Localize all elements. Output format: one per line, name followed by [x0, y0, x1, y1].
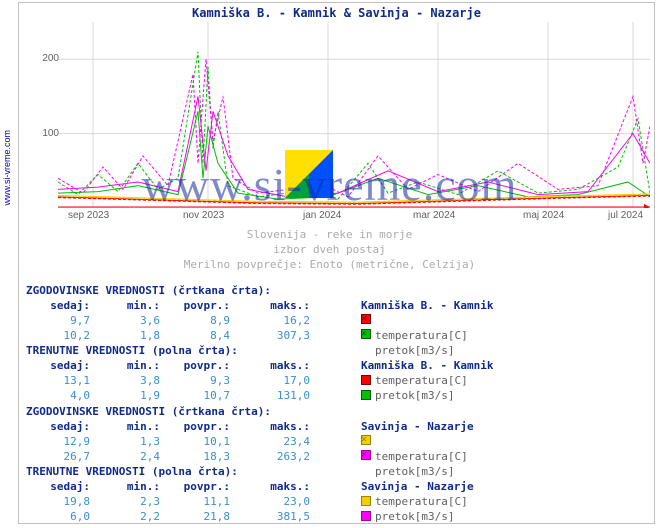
x-tick-label: jul 2024	[608, 210, 643, 221]
chart-area	[58, 22, 650, 208]
source-link[interactable]: www.si-vreme.com	[2, 130, 12, 206]
x-tick-label: mar 2024	[413, 210, 455, 221]
x-tick-label: nov 2023	[183, 210, 224, 221]
x-tick-label: sep 2023	[68, 210, 109, 221]
y-tick-label: 100	[42, 128, 59, 139]
chart-title: Kamniška B. - Kamnik & Savinja - Nazarje	[18, 6, 655, 20]
y-tick-label: 200	[42, 53, 59, 64]
logo-overlay	[285, 150, 333, 201]
stats-block: ZGODOVINSKE VREDNOSTI (črtkana črta):sed…	[26, 405, 271, 525]
x-tick-label: jan 2024	[303, 210, 341, 221]
stats-block: ZGODOVINSKE VREDNOSTI (črtkana črta):sed…	[26, 284, 271, 404]
x-tick-label: maj 2024	[523, 210, 564, 221]
